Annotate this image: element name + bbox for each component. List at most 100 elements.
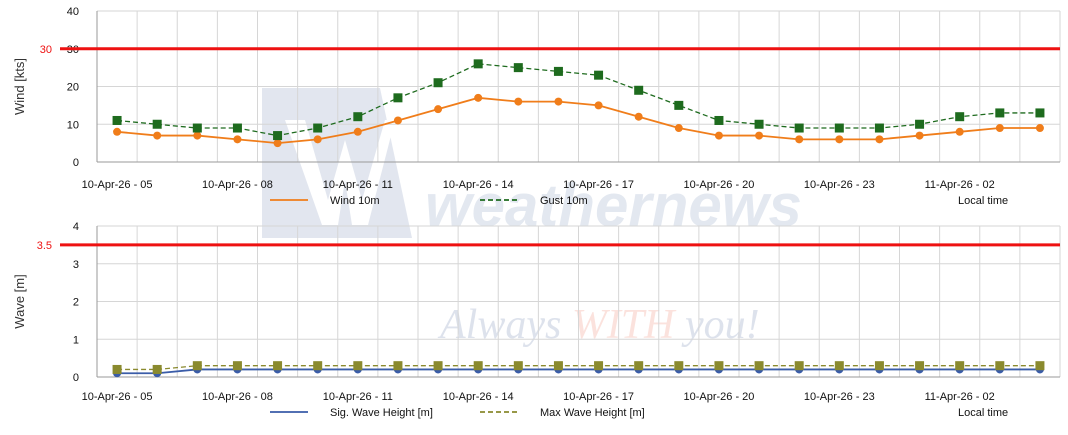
data-point [233, 135, 242, 144]
x-tick-label: 10-Apr-26 - 08 [202, 179, 273, 191]
data-point [433, 361, 443, 371]
legend-label: Wind 10m [330, 195, 380, 207]
legend-item: Gust 10m [480, 195, 588, 207]
series-2 [112, 361, 1045, 374]
data-point [513, 361, 523, 371]
threshold-label: 3.5 [37, 240, 52, 252]
data-point [594, 101, 603, 110]
data-point [313, 361, 323, 371]
data-point [313, 135, 322, 144]
data-point [874, 361, 884, 371]
local-time-note: Local time [958, 195, 1008, 207]
data-point [714, 361, 724, 371]
legend-label: Gust 10m [540, 195, 588, 207]
data-point [874, 123, 884, 133]
data-point [353, 127, 362, 136]
data-point [834, 123, 844, 133]
data-point [1035, 108, 1045, 118]
x-tick-label: 10-Apr-26 - 08 [202, 391, 273, 403]
data-point [714, 131, 723, 140]
series-2 [112, 59, 1045, 141]
data-point [553, 66, 563, 76]
y-axis-label: Wind [kts] [12, 58, 27, 115]
data-point [955, 127, 964, 136]
data-point [995, 124, 1004, 133]
y-tick-label: 3 [73, 259, 79, 271]
chart-panel-1: 0 10 20 30 40 Wind [kts] 10-Apr-26 - 05 10-Apr-… [12, 6, 1061, 207]
data-point [393, 93, 403, 103]
data-point [393, 361, 403, 371]
data-point [433, 78, 443, 88]
data-point [634, 112, 643, 121]
data-point [113, 127, 122, 136]
x-tick-label: 10-Apr-26 - 20 [683, 391, 754, 403]
y-tick-label: 0 [73, 157, 79, 169]
x-tick-label: 10-Apr-26 - 11 [323, 391, 393, 403]
data-point [915, 131, 924, 140]
local-time-note: Local time [958, 407, 1008, 419]
weathernews-logo-icon [262, 88, 412, 238]
watermark-tagline: Always WITH you! [437, 302, 760, 348]
data-point [1035, 124, 1044, 133]
watermark-tagline-part-2: WITH [572, 302, 677, 348]
data-point [835, 135, 844, 144]
data-point [232, 123, 242, 133]
data-point [795, 135, 804, 144]
series-line [116, 96, 1040, 145]
data-point [273, 139, 282, 148]
data-point [955, 361, 965, 371]
x-tick-label: 10-Apr-26 - 17 [563, 179, 634, 191]
series-1 [113, 93, 1044, 148]
data-point [714, 115, 724, 125]
data-point [995, 108, 1005, 118]
data-point [634, 85, 644, 95]
x-tick-label: 10-Apr-26 - 11 [323, 179, 393, 191]
legend-item: Max Wave Height [m] [480, 407, 645, 419]
data-point [273, 361, 283, 371]
data-point [474, 93, 483, 102]
y-tick-label: 20 [67, 82, 79, 94]
data-point [674, 124, 683, 133]
data-point [754, 119, 764, 129]
data-point [273, 131, 283, 141]
x-tick-label: 10-Apr-26 - 23 [804, 179, 875, 191]
threshold-label: 30 [40, 44, 52, 56]
series-line [117, 63, 1040, 137]
x-tick-label: 10-Apr-26 - 20 [683, 179, 754, 191]
legend-label: Max Wave Height [m] [540, 407, 645, 419]
y-tick-label: 2 [73, 297, 79, 309]
data-point [193, 131, 202, 140]
series-line [117, 368, 1040, 375]
y-tick-label: 40 [67, 6, 79, 18]
data-point [554, 97, 563, 106]
data-point [152, 119, 162, 129]
legend-item: Wind 10m [270, 195, 380, 207]
data-point [955, 112, 965, 122]
watermark-tagline-part-3: you! [675, 302, 760, 348]
data-point [473, 59, 483, 69]
legend-item: Sig. Wave Height [m] [270, 407, 433, 419]
data-point [514, 97, 523, 106]
data-point [674, 361, 684, 371]
watermark: weathernews Always WITH you! [262, 88, 802, 348]
data-point [353, 361, 363, 371]
x-tick-label: 10-Apr-26 - 05 [82, 179, 153, 191]
data-point [353, 112, 363, 122]
data-point [915, 361, 925, 371]
data-point [153, 131, 162, 140]
y-tick-label: 10 [67, 119, 79, 131]
data-point [473, 361, 483, 371]
x-tick-label: 11-Apr-26 - 02 [925, 179, 995, 191]
data-point [794, 123, 804, 133]
x-tick-label: 10-Apr-26 - 14 [443, 391, 514, 403]
data-point [794, 361, 804, 371]
data-point [393, 116, 402, 125]
data-point [152, 364, 162, 374]
x-tick-label: 10-Apr-26 - 05 [82, 391, 153, 403]
chart-panel-2: 0 1 2 3 4 Wave [m] 10-Apr-26 - 05 10-Apr-26 - 0… [12, 221, 1061, 419]
data-point [875, 135, 884, 144]
x-tick-label: 11-Apr-26 - 02 [925, 391, 995, 403]
charts-layer: 0 10 20 30 40 Wind [kts] 10-Apr-26 - 05 10-Apr-… [12, 6, 1061, 419]
